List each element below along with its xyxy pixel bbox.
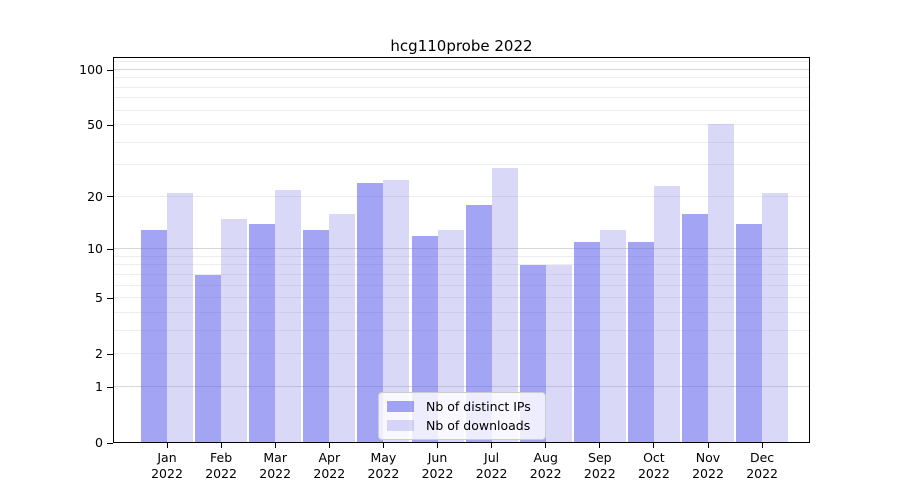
gridline-major xyxy=(113,69,810,70)
y-tick-50 xyxy=(107,124,113,126)
bar-sep-distinct-ips xyxy=(573,242,600,443)
bar-apr-downloads xyxy=(329,214,356,443)
gridline-minor xyxy=(113,124,810,126)
gridline-major xyxy=(113,248,810,250)
gridline-minor xyxy=(113,329,810,331)
bar-mar-downloads xyxy=(275,189,302,443)
bar-aug-downloads xyxy=(545,265,572,443)
bar-dec-downloads xyxy=(762,193,789,443)
x-tick-jun xyxy=(437,443,438,448)
y-tick-label-10: 10 xyxy=(87,241,103,257)
y-tick-1 xyxy=(107,386,113,388)
x-tick-label-may: May 2022 xyxy=(367,450,400,481)
legend-swatch-distinct-ips xyxy=(387,401,414,412)
x-tick-aug xyxy=(545,443,547,448)
y-tick-100 xyxy=(107,69,113,71)
bar-oct-distinct-ips xyxy=(627,242,654,443)
legend-row-downloads: Nb of downloads xyxy=(387,418,537,433)
x-tick-mar xyxy=(274,443,276,448)
bar-jan-distinct-ips xyxy=(141,229,167,443)
x-tick-nov xyxy=(707,443,709,448)
x-tick-label-jan: Jan 2022 xyxy=(151,450,183,481)
bar-feb-downloads xyxy=(221,218,248,443)
x-tick-sep xyxy=(599,443,601,448)
gridline-minor xyxy=(113,164,810,166)
x-tick-label-mar: Mar 2022 xyxy=(259,450,292,481)
gridline-minor xyxy=(113,273,810,275)
legend-label-distinct-ips: Nb of distinct IPs xyxy=(426,399,531,414)
legend: Nb of distinct IPs Nb of downloads xyxy=(378,392,546,440)
gridline-minor xyxy=(113,141,810,143)
x-tick-label-apr: Apr 2022 xyxy=(313,450,346,481)
x-tick-may xyxy=(382,443,384,448)
x-tick-jan xyxy=(166,443,168,448)
gridline-minor xyxy=(113,297,810,299)
gridline-minor xyxy=(113,61,810,63)
plot-area xyxy=(113,57,810,443)
x-tick-oct xyxy=(653,443,655,448)
gridline-minor xyxy=(113,284,810,286)
gridline-minor xyxy=(113,255,810,257)
bar-nov-downloads xyxy=(708,123,734,443)
bar-jan-downloads xyxy=(167,193,193,443)
y-tick-label-50: 50 xyxy=(87,117,103,133)
x-tick-jul xyxy=(491,443,493,448)
y-tick-label-20: 20 xyxy=(87,188,103,204)
bar-nov-distinct-ips xyxy=(682,214,708,443)
legend-label-downloads: Nb of downloads xyxy=(426,418,531,433)
legend-swatch-downloads xyxy=(387,420,414,431)
x-tick-label-aug: Aug 2022 xyxy=(529,450,562,481)
legend-row-distinct-ips: Nb of distinct IPs xyxy=(387,399,537,414)
x-tick-label-sep: Sep 2022 xyxy=(583,450,616,481)
gridline-minor xyxy=(113,77,810,79)
gridline-minor xyxy=(113,97,810,99)
y-tick-label-5: 5 xyxy=(95,290,103,306)
x-tick-label-jul: Jul 2022 xyxy=(475,450,508,481)
gridline-minor xyxy=(113,353,810,355)
gridline-minor xyxy=(113,195,810,197)
bar-oct-downloads xyxy=(653,186,680,443)
y-tick-0 xyxy=(107,442,113,444)
x-tick-label-dec: Dec 2022 xyxy=(746,450,778,481)
y-tick-2 xyxy=(107,353,113,355)
x-tick-label-oct: Oct 2022 xyxy=(637,450,670,481)
y-tick-label-100: 100 xyxy=(79,62,103,77)
gridline-minor xyxy=(113,264,810,266)
x-tick-dec xyxy=(761,443,763,448)
bar-dec-distinct-ips xyxy=(736,224,763,443)
x-tick-feb xyxy=(220,443,222,448)
x-tick-label-nov: Nov 2022 xyxy=(692,450,724,481)
y-tick-label-2: 2 xyxy=(95,346,103,362)
x-tick-apr xyxy=(328,443,330,448)
x-tick-label-feb: Feb 2022 xyxy=(205,450,237,481)
gridline-minor xyxy=(113,311,810,313)
bar-apr-distinct-ips xyxy=(303,229,330,443)
y-tick-10 xyxy=(107,248,113,250)
bar-mar-distinct-ips xyxy=(249,224,276,443)
gridline-major xyxy=(113,385,810,387)
y-tick-label-1: 1 xyxy=(95,379,103,394)
y-tick-5 xyxy=(107,297,113,299)
gridline-minor xyxy=(113,109,810,111)
chart-title: hcg110probe 2022 xyxy=(390,37,533,55)
bar-sep-downloads xyxy=(599,229,626,443)
y-tick-label-0: 0 xyxy=(95,435,103,450)
bar-feb-distinct-ips xyxy=(195,274,222,443)
gridline-minor xyxy=(113,86,810,88)
y-tick-20 xyxy=(107,196,113,198)
x-tick-label-jun: Jun 2022 xyxy=(421,450,454,481)
